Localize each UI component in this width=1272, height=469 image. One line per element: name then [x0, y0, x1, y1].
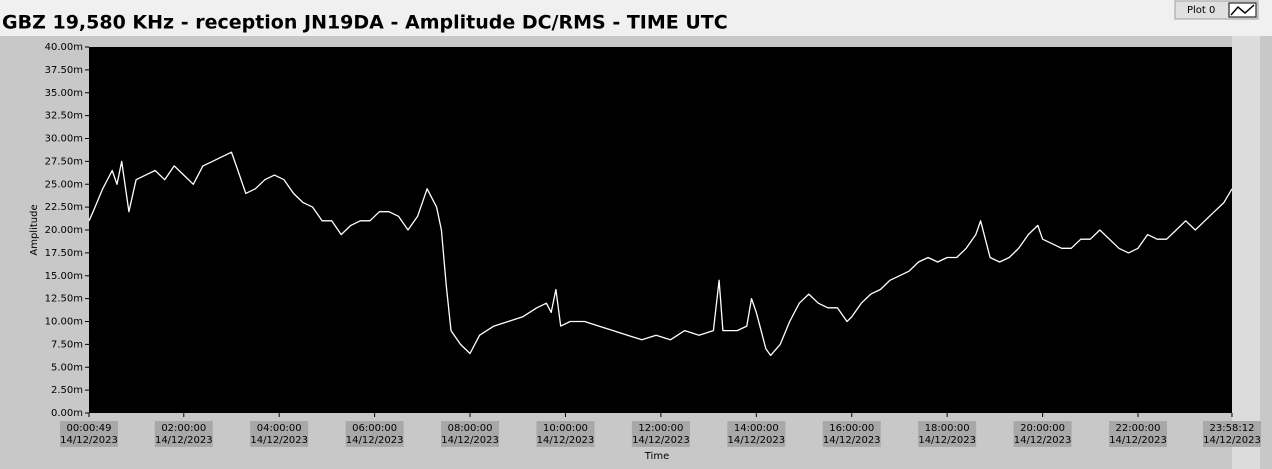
y-tick-label: 27.50m — [45, 156, 83, 167]
x-tick-label-bg — [1013, 421, 1072, 447]
header-bg — [0, 0, 1272, 36]
y-tick-label: 30.00m — [45, 134, 83, 145]
x-tick-label: 14/12/2023 — [1203, 435, 1261, 446]
x-tick-label: 12:00:00 — [638, 423, 683, 434]
x-tick-label: 02:00:00 — [161, 423, 206, 434]
x-tick-label: 14:00:00 — [734, 423, 779, 434]
x-tick-label-bg — [1203, 421, 1261, 447]
y-tick-label: 15.00m — [45, 271, 83, 282]
chart-title: GBZ 19,580 KHz - reception JN19DA - Ampl… — [2, 12, 728, 34]
y-tick-label: 7.50m — [51, 339, 83, 350]
x-tick-label: 20:00:00 — [1020, 423, 1065, 434]
x-tick-label: 23:58:12 — [1210, 423, 1255, 434]
x-tick-label: 14/12/2023 — [1109, 435, 1167, 446]
x-tick-label-bg — [822, 421, 881, 447]
x-tick-label-bg — [441, 421, 500, 447]
x-tick-label-bg — [1109, 421, 1168, 447]
x-tick-label-bg — [631, 421, 690, 447]
x-tick-label-bg — [250, 421, 309, 447]
x-tick-label: 16:00:00 — [829, 423, 874, 434]
x-tick-label: 14/12/2023 — [632, 435, 690, 446]
y-tick-label: 10.00m — [45, 317, 83, 328]
x-tick-label: 14/12/2023 — [60, 435, 118, 446]
y-tick-label: 32.50m — [45, 111, 83, 122]
x-tick-label: 06:00:00 — [352, 423, 397, 434]
x-tick-label: 14/12/2023 — [918, 435, 976, 446]
x-tick-label: 14/12/2023 — [250, 435, 308, 446]
legend-icon — [1230, 4, 1255, 16]
x-tick-label: 14/12/2023 — [727, 435, 785, 446]
y-tick-label: 22.50m — [45, 202, 83, 213]
x-tick-label: 14/12/2023 — [441, 435, 499, 446]
x-tick-label: 18:00:00 — [925, 423, 970, 434]
y-tick-label: 35.00m — [45, 88, 83, 99]
y-tick-label: 12.50m — [45, 294, 83, 305]
x-tick-label: 04:00:00 — [257, 423, 302, 434]
plot-area — [89, 47, 1232, 413]
y-tick-label: 17.50m — [45, 248, 83, 259]
x-tick-label-bg — [345, 421, 404, 447]
y-tick-label: 25.00m — [45, 179, 83, 190]
legend-label: Plot 0 — [1187, 5, 1215, 16]
x-tick-label: 14/12/2023 — [155, 435, 213, 446]
y-tick-label: 20.00m — [45, 225, 83, 236]
x-tick-label-bg — [154, 421, 213, 447]
y-tick-label: 37.50m — [45, 65, 83, 76]
data-line — [88, 151, 1233, 357]
x-tick-label: 10:00:00 — [543, 423, 588, 434]
y-tick-label: 2.50m — [51, 385, 83, 396]
x-tick-label: 14/12/2023 — [537, 435, 595, 446]
x-tick-label-bg — [60, 421, 118, 447]
y-tick-label: 5.00m — [51, 362, 83, 373]
x-tick-label-bg — [918, 421, 977, 447]
x-tick-label: 14/12/2023 — [1014, 435, 1072, 446]
x-tick-label: 22:00:00 — [1116, 423, 1161, 434]
x-tick-label: 14/12/2023 — [823, 435, 881, 446]
side-strip — [1232, 36, 1260, 469]
x-tick-label-bg — [727, 421, 786, 447]
x-tick-label: 00:00:49 — [67, 423, 112, 434]
y-axis-label: Amplitude — [29, 204, 40, 255]
x-tick-label: 08:00:00 — [448, 423, 493, 434]
y-tick-label: 0.00m — [51, 408, 83, 419]
x-tick-label-bg — [536, 421, 595, 447]
y-tick-label: 40.00m — [45, 42, 83, 53]
x-axis-label: Time — [644, 451, 669, 462]
x-tick-label: 14/12/2023 — [346, 435, 404, 446]
